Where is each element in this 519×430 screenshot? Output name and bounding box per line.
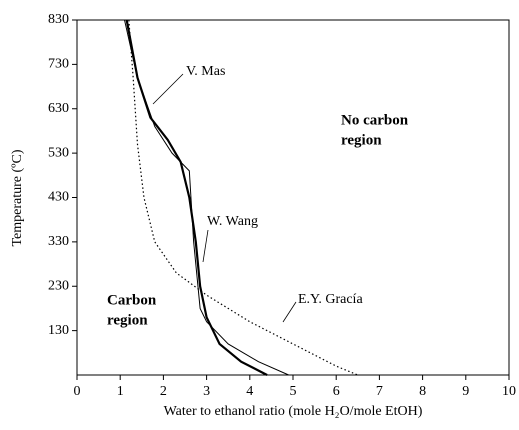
y-tick-label: 130 bbox=[48, 323, 69, 338]
series-label: V. Mas bbox=[186, 64, 225, 79]
series-line bbox=[128, 19, 359, 376]
x-axis-label: Water to ethanol ratio (mole H₂O/mole Et… bbox=[164, 404, 423, 419]
leader-line bbox=[152, 73, 184, 105]
x-tick-label: 6 bbox=[333, 384, 340, 399]
x-tick-label: 2 bbox=[160, 384, 167, 399]
x-tick-label: 0 bbox=[74, 384, 81, 399]
y-tick-label: 830 bbox=[48, 12, 69, 27]
x-tick-label: 4 bbox=[246, 384, 253, 399]
region-label: region bbox=[107, 312, 148, 328]
y-tick-label: 430 bbox=[48, 190, 69, 205]
x-tick-label: 3 bbox=[203, 384, 210, 399]
y-tick-label: 530 bbox=[48, 145, 69, 160]
x-tick-label: 7 bbox=[376, 384, 383, 399]
y-axis-label: Temperature (ºC) bbox=[10, 149, 25, 246]
leader-line bbox=[282, 301, 297, 323]
series-label: W. Wang bbox=[207, 214, 258, 229]
x-tick-label: 1 bbox=[117, 384, 124, 399]
x-tick-label: 8 bbox=[419, 384, 426, 399]
region-label: No carbon bbox=[341, 112, 409, 128]
leader-line bbox=[202, 229, 209, 263]
x-tick-label: 10 bbox=[502, 384, 516, 399]
series-line bbox=[125, 19, 268, 376]
series-label: E.Y. Gracía bbox=[298, 292, 363, 307]
y-tick-label: 630 bbox=[48, 101, 69, 116]
region-label: Carbon bbox=[107, 292, 157, 308]
y-tick-label: 730 bbox=[48, 57, 69, 72]
region-label: region bbox=[341, 132, 382, 148]
x-tick-label: 5 bbox=[290, 384, 297, 399]
y-tick-label: 330 bbox=[48, 234, 69, 249]
x-tick-label: 9 bbox=[462, 384, 469, 399]
y-tick-label: 230 bbox=[48, 278, 69, 293]
